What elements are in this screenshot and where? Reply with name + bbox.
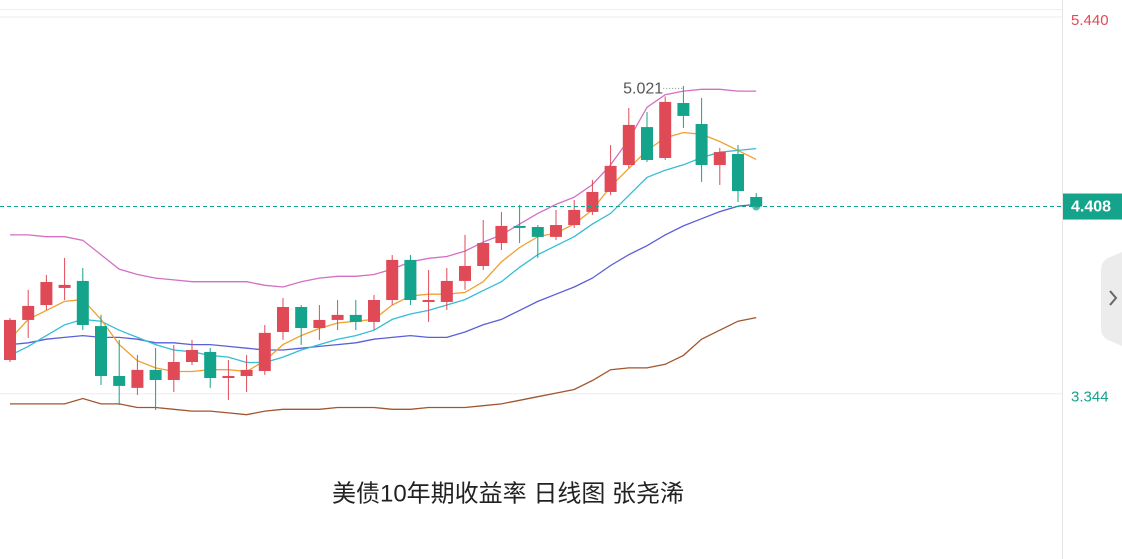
candle-body bbox=[349, 314, 362, 322]
candle-body bbox=[659, 101, 672, 158]
max-label: 5.021 bbox=[623, 81, 663, 98]
candle-body bbox=[550, 225, 562, 237]
scroll-arrow-icon[interactable] bbox=[1109, 290, 1118, 306]
candle-body bbox=[622, 124, 635, 166]
last-price-tag bbox=[1063, 193, 1122, 220]
candle-body bbox=[258, 332, 271, 371]
candle-body bbox=[677, 102, 690, 116]
candle-body bbox=[459, 266, 471, 281]
candle-body bbox=[186, 349, 198, 363]
candle-body bbox=[477, 243, 490, 267]
chart-title: 美债10年期收益率 日线图 张尧浠 bbox=[332, 480, 684, 507]
y-tick-label: 5.440 bbox=[1071, 12, 1109, 29]
candle-body bbox=[131, 369, 144, 388]
candle-body bbox=[368, 299, 380, 322]
candle-body bbox=[422, 299, 435, 302]
indicator-line bbox=[9, 147, 757, 364]
indicator-line bbox=[10, 88, 757, 288]
last-price-dot bbox=[752, 202, 761, 211]
candle-body bbox=[404, 259, 417, 300]
candle-body bbox=[586, 191, 599, 212]
y-tick-label: 3.344 bbox=[1071, 389, 1109, 406]
candle-body bbox=[58, 284, 71, 288]
candle-body bbox=[204, 351, 217, 378]
candle-body bbox=[149, 369, 162, 380]
candle-body bbox=[695, 124, 708, 166]
candle-body bbox=[295, 307, 308, 329]
candle-body bbox=[4, 319, 16, 361]
candle-body bbox=[513, 225, 526, 228]
candle-body bbox=[76, 280, 89, 325]
candle-body bbox=[386, 259, 399, 300]
indicator-line bbox=[9, 203, 757, 351]
candle-body bbox=[568, 209, 581, 226]
candle-body bbox=[713, 152, 726, 166]
candle-body bbox=[732, 154, 744, 192]
candle-body bbox=[95, 326, 107, 377]
candle-body bbox=[277, 307, 289, 332]
candle-body bbox=[167, 362, 180, 380]
plot-area: 5.021 bbox=[0, 16, 1062, 416]
candle-body bbox=[604, 165, 617, 192]
indicator-line bbox=[10, 316, 757, 416]
indicator-line bbox=[9, 131, 757, 373]
scroll-button[interactable] bbox=[1101, 252, 1122, 346]
candle-body bbox=[222, 376, 235, 378]
candle-body bbox=[240, 369, 253, 377]
candle-body bbox=[495, 225, 508, 244]
candle-body bbox=[22, 305, 35, 320]
candle-body bbox=[40, 282, 53, 306]
candle-body bbox=[313, 319, 326, 329]
candle-body bbox=[331, 314, 344, 320]
last-price-label: 4.408 bbox=[1071, 199, 1111, 216]
candle-body bbox=[440, 280, 453, 302]
candle-body bbox=[641, 127, 653, 160]
candle-body bbox=[113, 376, 126, 386]
candle-body bbox=[531, 227, 544, 237]
candle-body bbox=[750, 196, 763, 207]
